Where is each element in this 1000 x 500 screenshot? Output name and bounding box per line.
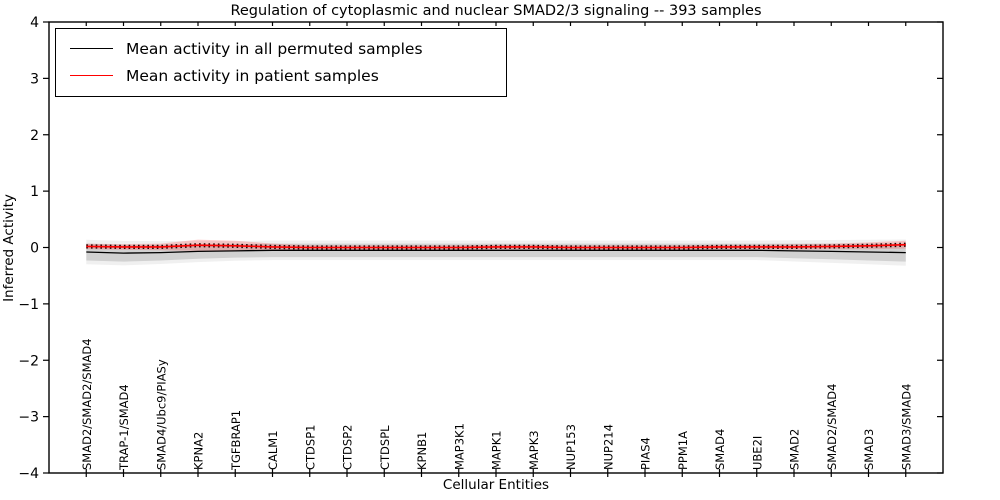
legend-line-sample-red: [70, 75, 113, 76]
y-tick-label: 2: [30, 128, 39, 144]
x-tick-label: PIAS4: [639, 437, 653, 470]
x-tick-label: UBE2I: [750, 436, 764, 470]
permuted-confidence-band: [86, 243, 906, 262]
legend-entry-patient: Mean activity in patient samples: [56, 62, 506, 89]
x-tick-label: SMAD2/SMAD2/SMAD4: [80, 338, 94, 470]
y-tick-label: 4: [30, 15, 39, 31]
x-tick-label: CTDSPL: [378, 425, 392, 470]
y-axis-label: Inferred Activity: [1, 194, 17, 302]
y-tick-label: −1: [18, 297, 39, 313]
x-tick-label: SMAD4: [713, 429, 727, 470]
legend-entry-permuted: Mean activity in all permuted samples: [56, 35, 506, 62]
y-tick-label: 3: [30, 71, 39, 87]
y-tick-label: 1: [30, 184, 39, 200]
y-tick-label: −3: [18, 410, 39, 426]
x-tick-label: KPNA2: [192, 432, 206, 470]
legend-line-sample-black: [70, 48, 113, 49]
y-tick-label: 0: [30, 241, 39, 257]
x-axis-label: Cellular Entities: [442, 477, 550, 493]
x-tick-label: MAPK1: [490, 430, 504, 470]
permuted-mean-line: [86, 249, 906, 254]
patient-mean-line: [86, 243, 906, 249]
x-tick-label: CALM1: [266, 430, 280, 470]
y-tick-label: −4: [18, 466, 39, 482]
x-tick-label: MAPK3: [527, 430, 541, 470]
x-tick-label: SMAD3/SMAD4: [899, 384, 913, 470]
permuted-confidence-band-outer: [86, 239, 906, 266]
chart-title: Regulation of cytoplasmic and nuclear SM…: [230, 3, 762, 19]
x-tick-label: CTDSP2: [341, 425, 355, 470]
x-tick-label: NUP214: [601, 424, 615, 470]
x-tick-label: MAP3K1: [452, 423, 466, 470]
x-tick-label: SMAD3: [862, 429, 876, 470]
x-tick-label: TRAP-1/SMAD4: [117, 384, 131, 471]
x-tick-label: CTDSP1: [303, 425, 317, 470]
x-tick-label: KPNB1: [415, 432, 429, 470]
legend: Mean activity in all permuted samples Me…: [55, 28, 507, 97]
y-tick-label: −2: [18, 353, 39, 369]
x-tick-label: SMAD4/Ubc9/PIASy: [154, 359, 168, 470]
x-tick-label: PPM1A: [676, 431, 690, 470]
x-tick-label: SMAD2: [788, 429, 802, 470]
x-tick-label: TGFBRAP1: [229, 410, 243, 471]
x-tick-label: NUP153: [564, 424, 578, 470]
legend-label: Mean activity in all permuted samples: [126, 39, 423, 58]
x-tick-label: SMAD2/SMAD4: [825, 384, 839, 470]
legend-label: Mean activity in patient samples: [126, 66, 379, 85]
